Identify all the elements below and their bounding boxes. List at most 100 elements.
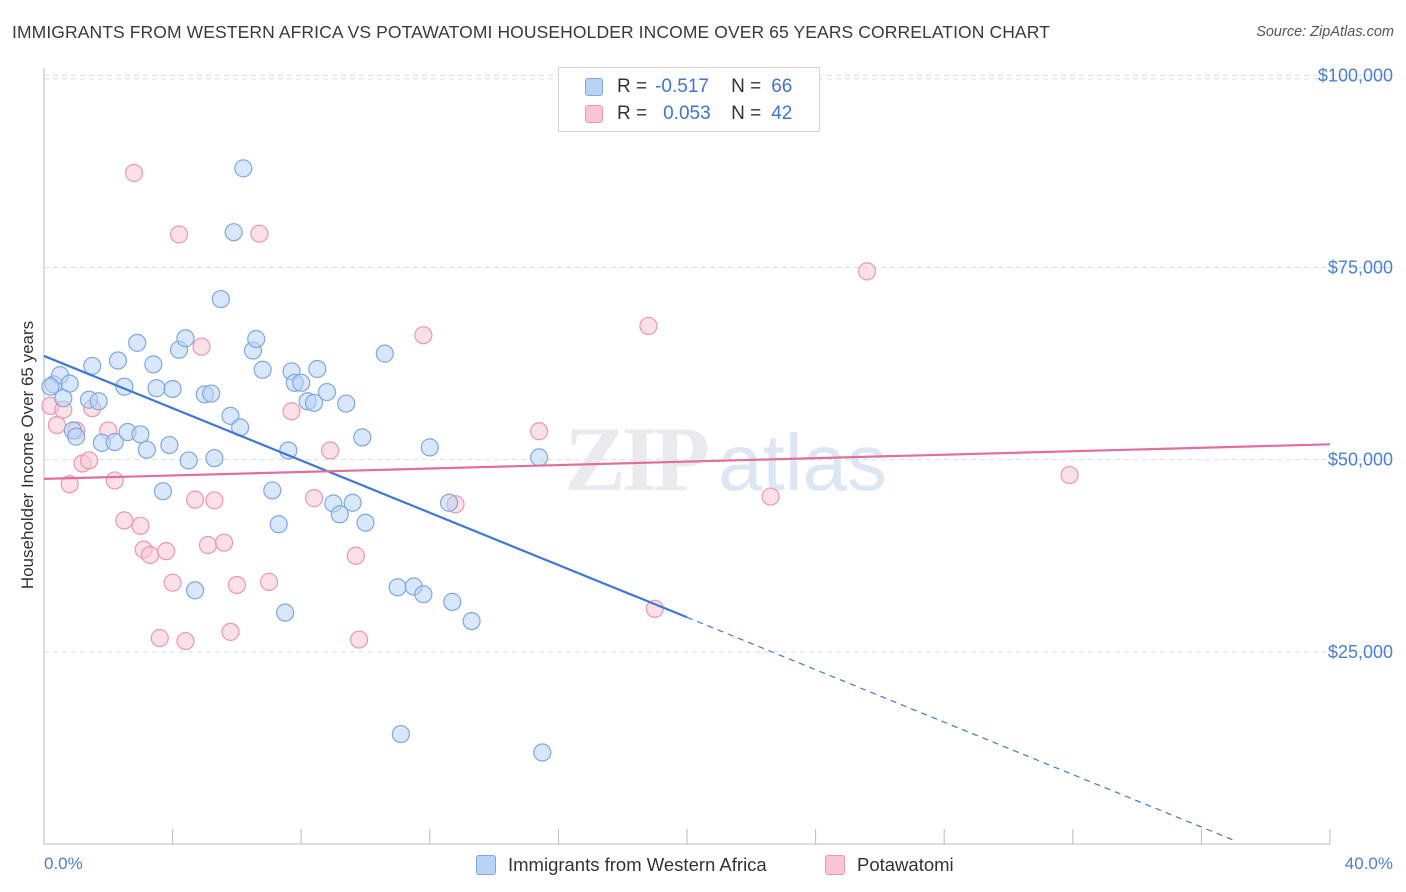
data-point-potawatomi <box>124 163 144 183</box>
data-point-western-africa <box>292 373 311 392</box>
data-point-western-africa <box>89 392 108 411</box>
data-point-potawatomi <box>198 535 218 555</box>
trend-line-western-africa <box>43 354 688 619</box>
bottom-legend-label: Immigrants from Western Africa <box>508 854 767 875</box>
data-point-potawatomi <box>321 441 340 460</box>
data-point-potawatomi <box>192 337 211 356</box>
legend-n-value: 66 <box>771 76 793 97</box>
data-point-western-africa <box>317 382 337 402</box>
data-point-potawatomi <box>205 491 224 510</box>
data-point-western-africa <box>530 448 549 467</box>
data-point-western-africa <box>420 438 439 457</box>
data-point-western-africa <box>353 428 372 447</box>
data-point-western-africa <box>153 482 173 501</box>
data-point-western-africa <box>391 724 410 744</box>
legend-swatch-pink <box>585 105 603 123</box>
data-point-western-africa <box>276 603 295 622</box>
bottom-legend-swatch-blue <box>476 855 496 875</box>
bottom-legend-label: Potawatomi <box>857 854 954 875</box>
data-point-western-africa <box>60 374 79 393</box>
legend-n-value: 42 <box>771 103 793 124</box>
data-point-western-africa <box>443 592 462 611</box>
correlation-legend: R = -0.517 N = 66 R = 0.053 N = 42 <box>558 67 820 132</box>
data-point-potawatomi <box>140 545 160 565</box>
data-point-western-africa <box>224 223 243 242</box>
watermark-atlas: atlas <box>718 418 887 507</box>
data-point-western-africa <box>202 384 221 403</box>
data-point-potawatomi <box>259 572 279 591</box>
data-point-western-africa <box>83 356 102 376</box>
data-point-western-africa <box>131 425 150 444</box>
trend-line-western-africa-extension <box>686 616 1234 841</box>
data-point-western-africa <box>105 432 124 452</box>
data-point-western-africa <box>163 379 182 399</box>
data-point-western-africa <box>160 435 179 455</box>
data-point-potawatomi <box>282 402 301 421</box>
data-point-western-africa <box>388 578 407 597</box>
data-point-potawatomi <box>157 542 176 561</box>
data-point-potawatomi <box>79 451 99 470</box>
data-point-western-africa <box>205 449 224 468</box>
data-point-western-africa <box>144 355 163 374</box>
x-tick-labels: 0.0% 40.0% <box>44 854 1393 873</box>
data-point-potawatomi <box>186 490 205 509</box>
data-point-western-africa <box>128 333 147 352</box>
data-point-western-africa <box>269 515 288 534</box>
data-point-potawatomi <box>530 422 549 441</box>
data-point-potawatomi <box>150 628 169 648</box>
data-point-western-africa <box>414 585 433 604</box>
watermark-zip: ZIP <box>564 408 707 510</box>
data-point-western-africa <box>343 493 362 512</box>
x-tick-label: 0.0% <box>44 854 83 873</box>
data-point-potawatomi <box>214 533 234 552</box>
data-point-western-africa <box>439 493 459 512</box>
data-point-western-africa <box>356 513 375 532</box>
data-point-potawatomi <box>250 224 269 243</box>
legend-row-western-africa: R = -0.517 N = 66 <box>585 75 792 99</box>
source-label: Source: ZipAtlas.com <box>1256 24 1394 40</box>
series-potawatomi-points <box>41 163 1079 651</box>
y-tick-label: $75,000 <box>1328 258 1393 278</box>
data-point-western-africa <box>108 351 128 370</box>
data-point-potawatomi <box>47 415 66 435</box>
bottom-legend-potawatomi: Potawatomi <box>825 852 954 878</box>
data-point-potawatomi <box>304 489 324 508</box>
trend-lines <box>43 354 1331 841</box>
data-point-western-africa <box>41 377 60 396</box>
data-point-potawatomi <box>414 326 433 345</box>
y-tick-label: $25,000 <box>1328 642 1393 662</box>
data-point-potawatomi <box>1060 465 1079 485</box>
data-point-western-africa <box>147 379 166 398</box>
bottom-legend-swatch-pink <box>825 855 845 875</box>
legend-swatch-blue <box>585 78 603 96</box>
data-point-western-africa <box>330 505 349 524</box>
data-point-western-africa <box>176 329 195 348</box>
data-point-western-africa <box>337 394 356 413</box>
data-point-western-africa <box>179 451 198 470</box>
legend-n-label: N = <box>731 103 762 124</box>
legend-r-value: -0.517 <box>655 76 709 97</box>
data-point-western-africa <box>462 611 481 631</box>
legend-r-label: R = <box>617 76 648 97</box>
data-point-potawatomi <box>227 575 246 595</box>
y-tick-label: $100,000 <box>1318 65 1393 85</box>
data-point-western-africa <box>304 393 324 412</box>
trend-line-potawatomi <box>43 443 1331 481</box>
bottom-legend-western-africa: Immigrants from Western Africa <box>476 852 767 878</box>
data-point-potawatomi <box>163 573 182 592</box>
legend-n-label: N = <box>731 76 762 97</box>
legend-row-potawatomi: R = 0.053 N = 42 <box>585 102 792 126</box>
data-point-potawatomi <box>115 511 134 530</box>
series-western-africa-points <box>41 159 552 762</box>
data-point-potawatomi <box>105 471 124 490</box>
data-point-western-africa <box>375 344 394 363</box>
data-point-western-africa <box>67 427 86 446</box>
data-point-potawatomi <box>857 262 877 281</box>
data-point-potawatomi <box>221 622 240 641</box>
x-tick-label: 40.0% <box>1345 854 1393 873</box>
data-point-potawatomi <box>60 475 79 494</box>
legend-r-value: 0.053 <box>663 103 711 124</box>
data-point-western-africa <box>279 441 298 460</box>
data-point-western-africa <box>211 289 230 309</box>
data-point-western-africa <box>263 481 282 500</box>
